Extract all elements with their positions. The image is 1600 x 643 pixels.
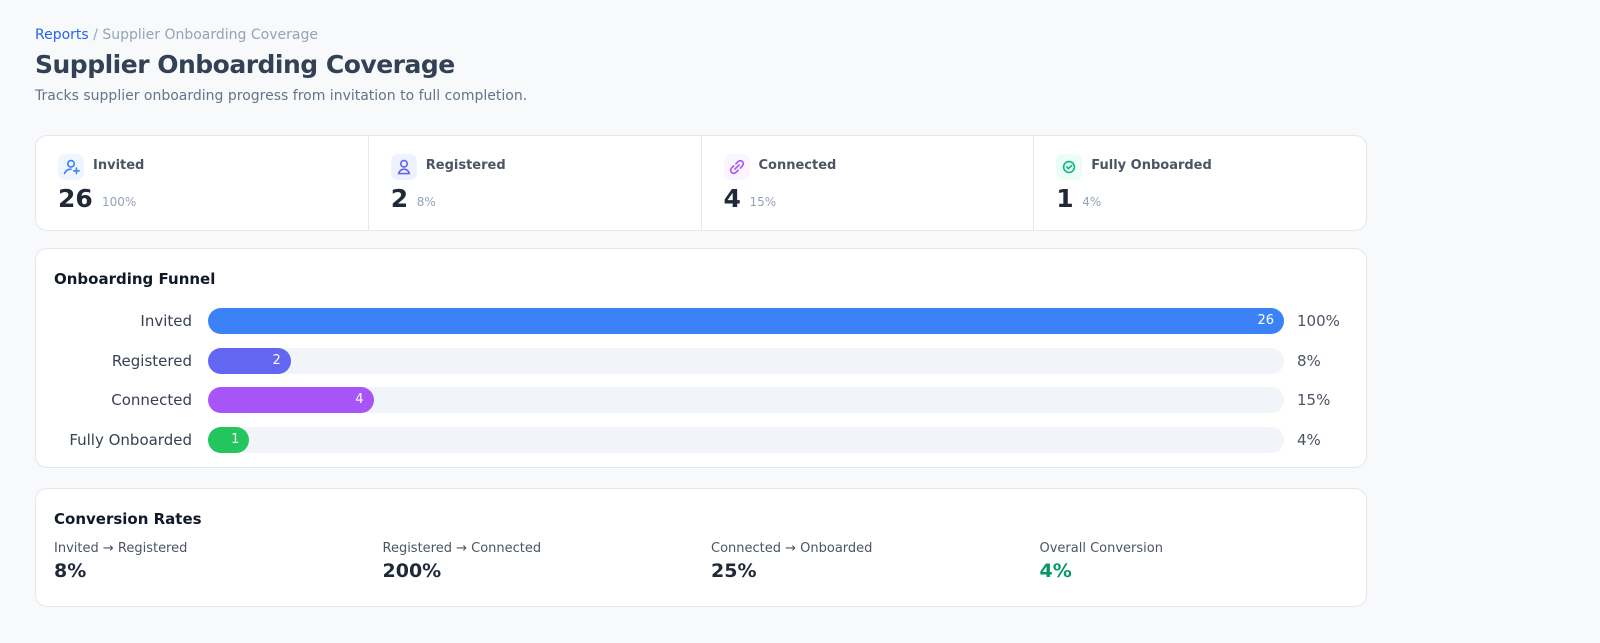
funnel-track: 4	[208, 387, 1284, 413]
funnel-value: 2	[272, 352, 281, 368]
funnel-label: Invited	[140, 312, 192, 330]
conversion-label: Overall Conversion	[1039, 541, 1163, 556]
funnel-bar: 26	[208, 308, 1284, 334]
conversion-value: 4%	[1039, 560, 1072, 582]
stat-percent: 8%	[416, 195, 436, 209]
stat-icon	[1056, 154, 1083, 180]
funnel-percent: 15%	[1297, 391, 1331, 409]
stat-tile: Fully Onboarded 1 4%	[1034, 136, 1366, 230]
icon-glyph	[397, 159, 410, 175]
funnel-card: Onboarding Funnel Invited 26 100% Registere…	[35, 248, 1367, 468]
stat-percent: 15%	[749, 195, 777, 209]
breadcrumb-link[interactable]: Reports	[35, 27, 89, 43]
conversion-value: 8%	[54, 560, 87, 582]
funnel-bar: 1	[208, 426, 250, 453]
funnel-percent: 4%	[1297, 430, 1321, 449]
conversion-item: Invited → Registered 8%	[54, 541, 187, 582]
funnel-value: 26	[1257, 313, 1274, 328]
icon-glyph	[729, 159, 744, 175]
page-subtitle: Tracks supplier onboarding progress from…	[35, 88, 528, 104]
stat-icon	[390, 154, 417, 180]
stat-icon	[723, 154, 750, 180]
page-title: Supplier Onboarding Coverage	[35, 50, 455, 79]
icon-glyph	[1063, 160, 1076, 174]
conversion-value: 25%	[711, 560, 757, 582]
funnel-bar: 4	[208, 387, 374, 413]
funnel-label: Registered	[111, 351, 192, 370]
icon-glyph	[63, 159, 80, 175]
stat-label: Invited	[93, 158, 145, 173]
funnel-percent: 8%	[1297, 351, 1321, 370]
conversion-card: Conversion Rates Invited → Registered 8% R…	[35, 488, 1367, 607]
breadcrumb: Reports / Supplier Onboarding Coverage	[35, 27, 318, 43]
conversion-label: Invited → Registered	[54, 541, 188, 556]
funnel-label: Connected	[111, 391, 192, 409]
stat-tile: Connected 4 15%	[702, 136, 1035, 230]
stat-tile: Registered 2 8%	[369, 136, 702, 230]
stat-icon	[58, 154, 84, 180]
funnel-value: 4	[355, 392, 364, 407]
breadcrumb-current: Supplier Onboarding Coverage	[102, 27, 318, 43]
stat-value: 4	[723, 184, 741, 213]
conversion-label: Registered → Connected	[382, 541, 542, 556]
stat-label: Connected	[758, 158, 837, 173]
funnel-value: 1	[231, 431, 240, 447]
stat-tile: Invited 26 100%	[36, 136, 369, 230]
stat-percent: 100%	[102, 195, 137, 209]
conversion-item: Connected → Onboarded 25%	[711, 541, 872, 582]
stat-value: 26	[58, 184, 93, 213]
conversion-item: Overall Conversion 4%	[1040, 541, 1163, 582]
funnel-percent: 100%	[1297, 312, 1340, 330]
funnel-label: Fully Onboarded	[69, 430, 192, 449]
funnel-track: 2	[208, 347, 1284, 374]
funnel-track: 1	[208, 426, 1284, 453]
stat-value: 1	[1056, 184, 1074, 213]
conversion-label: Connected → Onboarded	[711, 541, 873, 556]
funnel-bar: 2	[208, 347, 291, 374]
stat-value: 2	[390, 184, 409, 213]
conversion-value: 200%	[382, 560, 442, 582]
funnel-track: 26	[208, 308, 1284, 334]
breadcrumb-separator: /	[93, 27, 98, 43]
funnel-title: Onboarding Funnel	[54, 270, 216, 288]
stat-label: Registered	[425, 158, 506, 173]
conversion-title: Conversion Rates	[54, 510, 202, 528]
stats-card: Invited 26 100% Registered 2 8% Connected 4 15% F…	[35, 135, 1367, 231]
stat-label: Fully Onboarded	[1091, 158, 1212, 173]
conversion-item: Registered → Connected 200%	[383, 541, 542, 582]
stat-percent: 4%	[1082, 195, 1102, 209]
